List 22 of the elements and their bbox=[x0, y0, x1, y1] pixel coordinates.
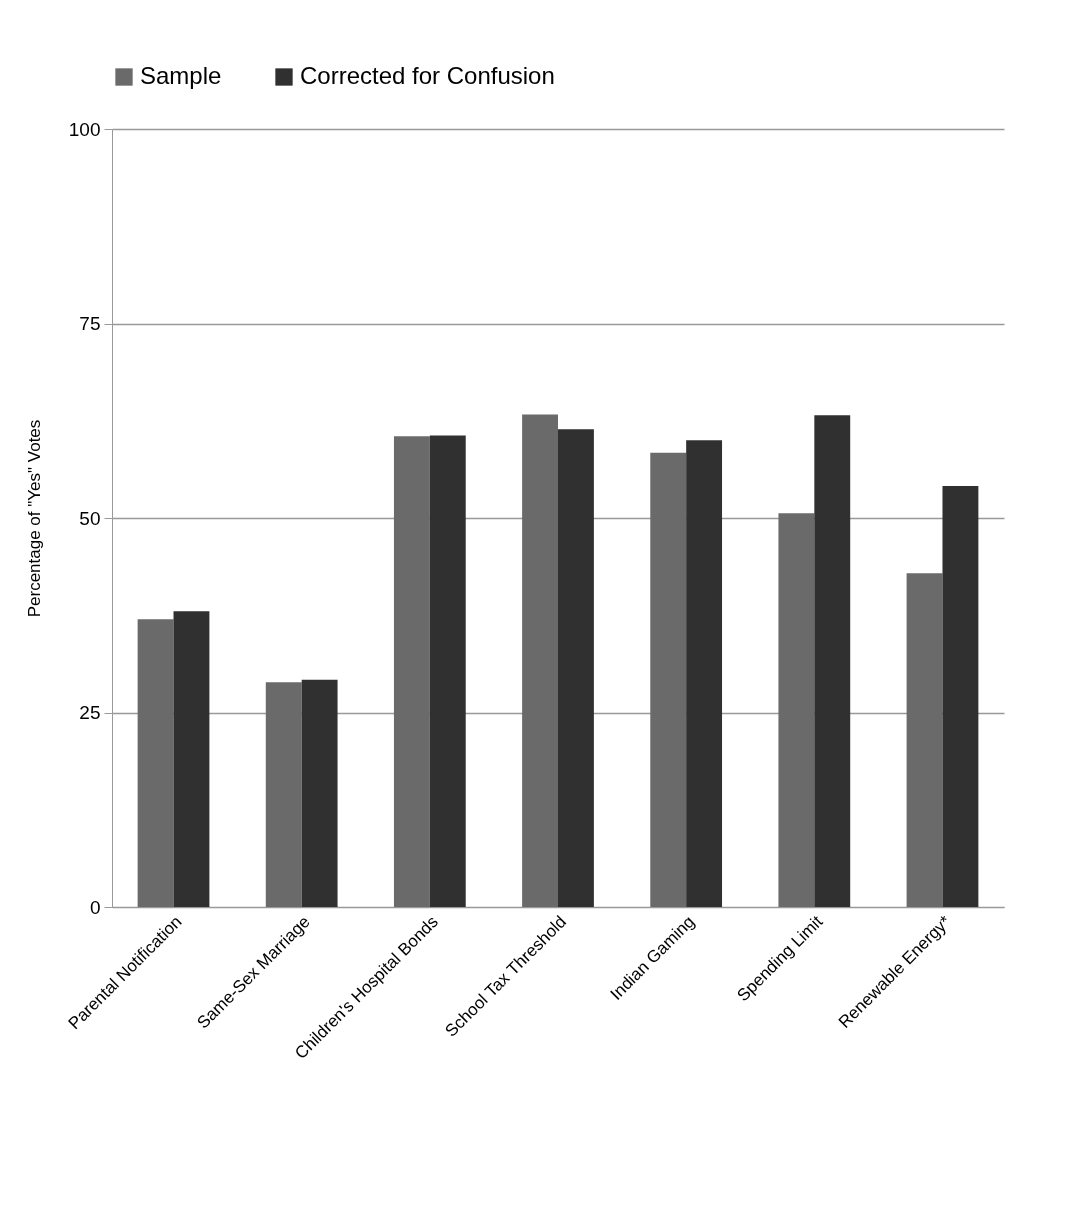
bar bbox=[393, 436, 430, 907]
y-tick-label: 75 bbox=[79, 313, 101, 334]
bar bbox=[522, 414, 558, 907]
bar bbox=[558, 429, 594, 907]
bar bbox=[906, 573, 943, 907]
bar bbox=[173, 611, 210, 907]
y-axis-title: Percentage of "Yes" Votes bbox=[24, 419, 44, 618]
bar bbox=[778, 513, 815, 907]
legend-label: Sample bbox=[140, 62, 222, 89]
bar bbox=[429, 435, 466, 907]
y-tick-label: 100 bbox=[68, 118, 101, 140]
bar bbox=[650, 452, 687, 907]
y-tick-label: 50 bbox=[79, 507, 101, 529]
bar bbox=[301, 679, 338, 907]
bar bbox=[814, 415, 851, 907]
bar bbox=[942, 486, 979, 907]
y-tick-label: 0 bbox=[89, 896, 101, 918]
bar bbox=[265, 682, 302, 907]
legend-label: Corrected for Confusion bbox=[300, 62, 555, 89]
bar bbox=[686, 440, 723, 907]
y-tick-label: 25 bbox=[79, 702, 101, 723]
bar bbox=[137, 619, 174, 907]
